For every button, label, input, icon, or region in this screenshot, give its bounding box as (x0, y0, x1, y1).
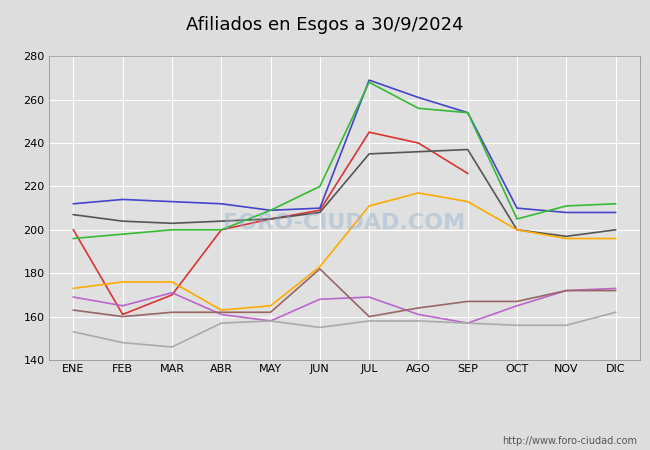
Text: FORO-CIUDAD.COM: FORO-CIUDAD.COM (224, 213, 465, 233)
Text: http://www.foro-ciudad.com: http://www.foro-ciudad.com (502, 436, 637, 446)
Text: Afiliados en Esgos a 30/9/2024: Afiliados en Esgos a 30/9/2024 (187, 16, 463, 34)
